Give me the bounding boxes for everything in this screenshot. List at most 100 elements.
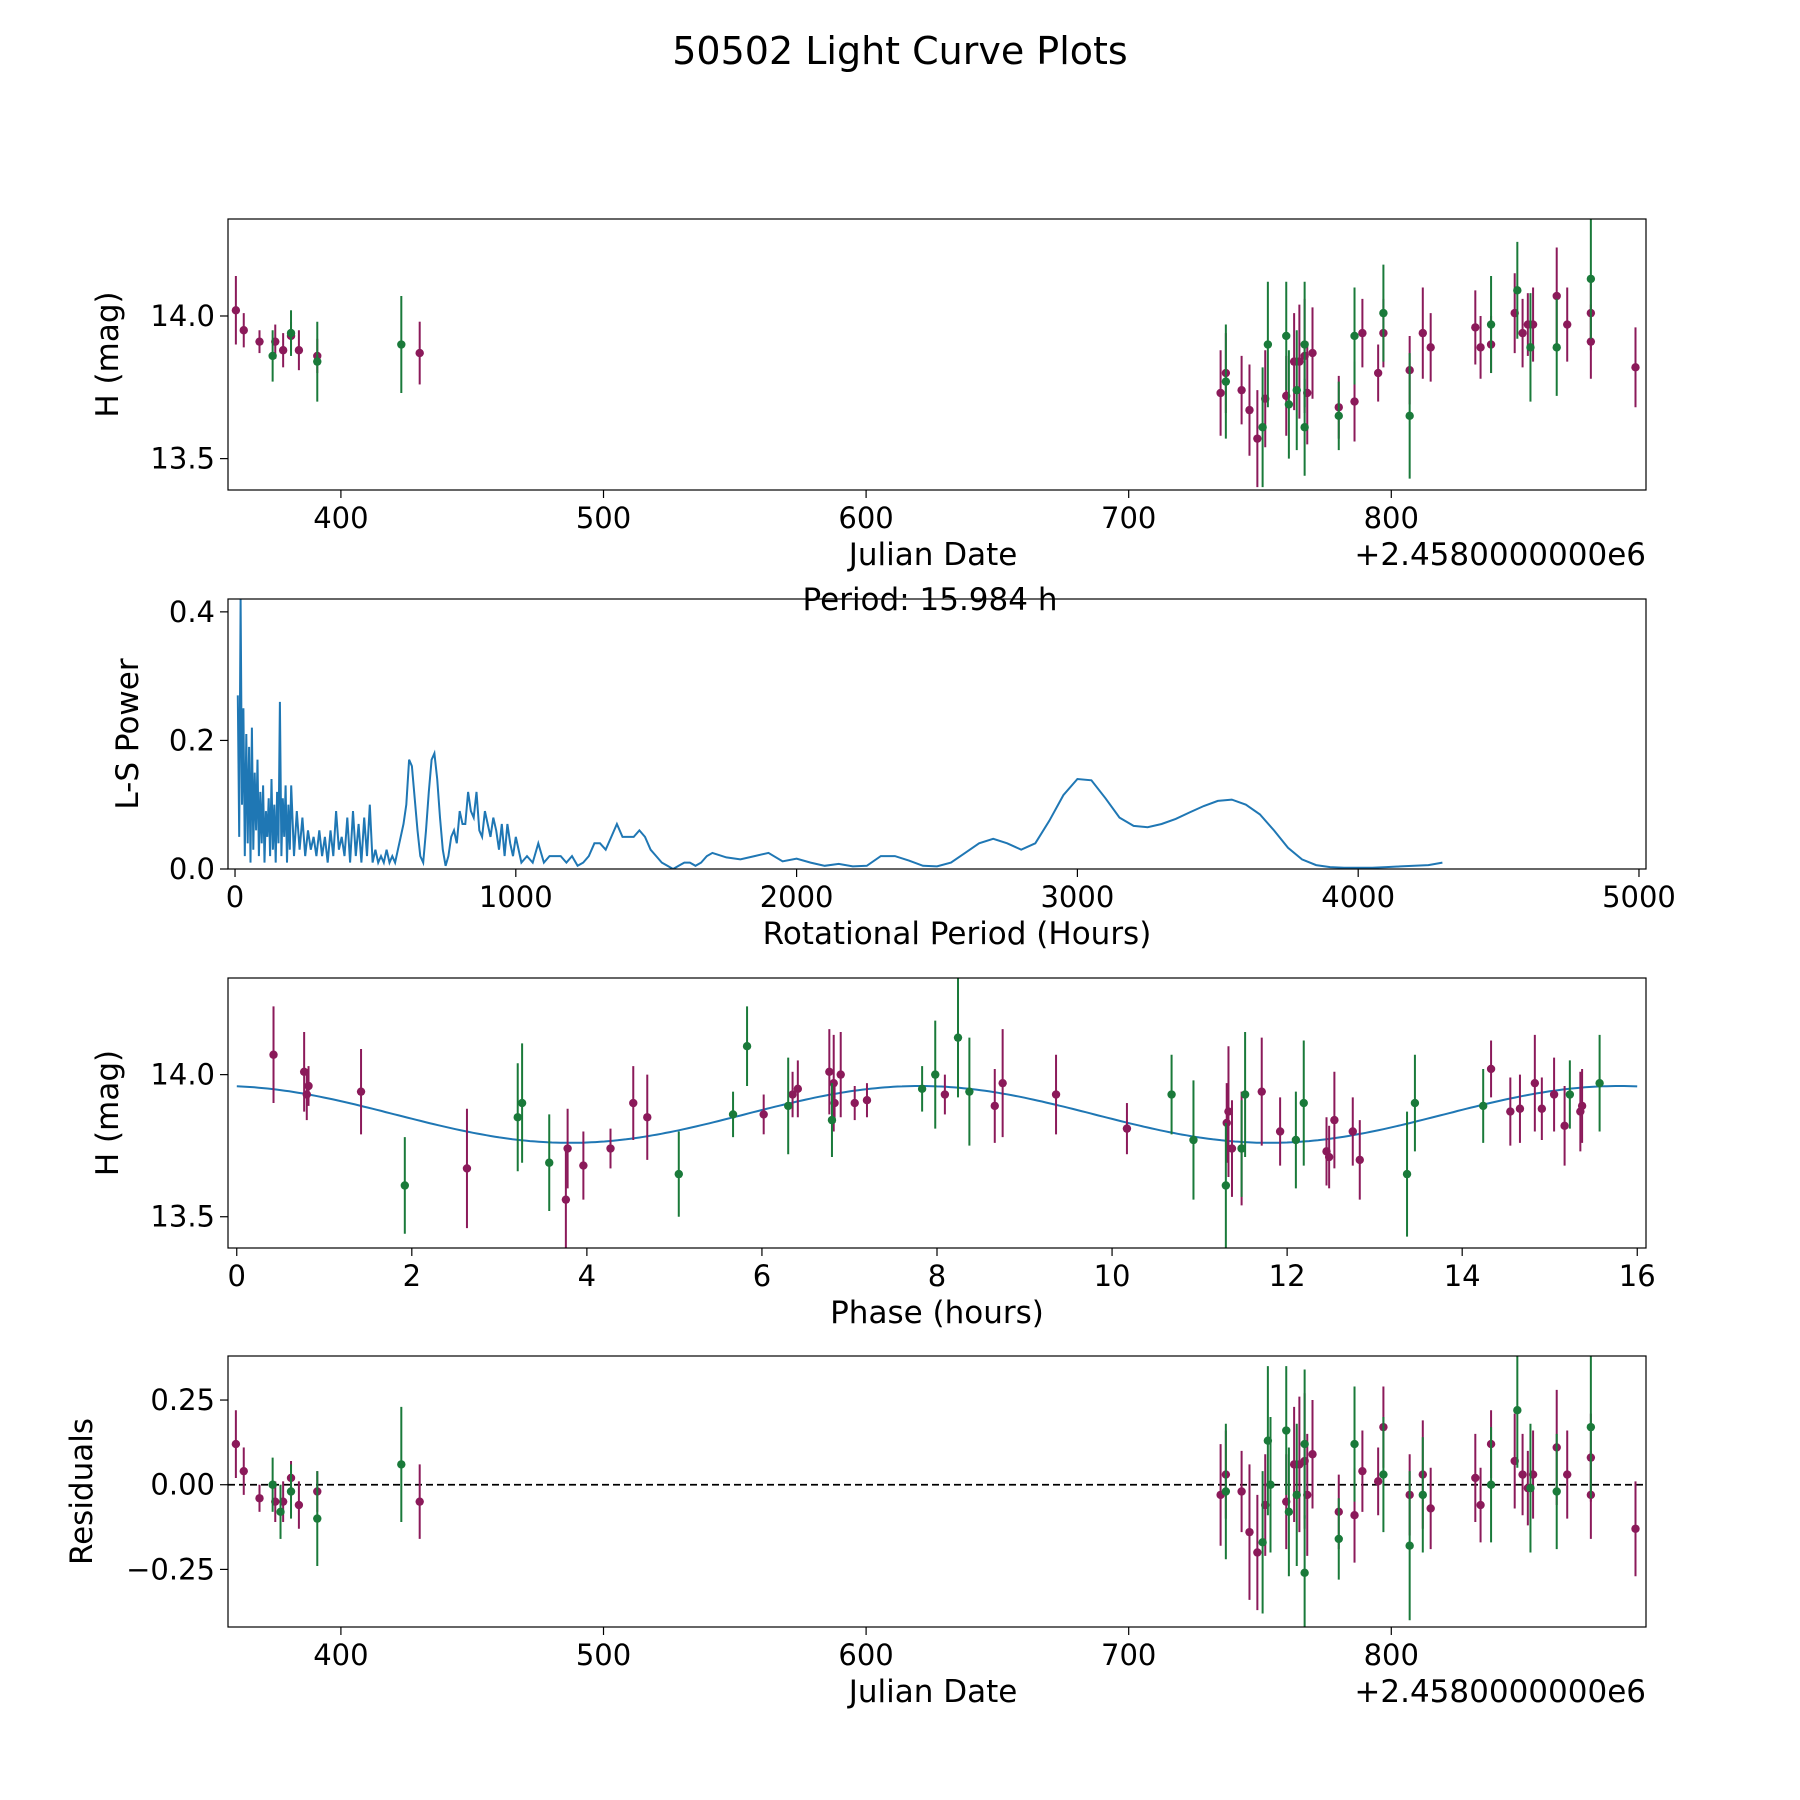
lightcurve-point	[1263, 340, 1273, 349]
residuals-plot-area	[228, 1356, 1646, 1627]
phased-point	[965, 1087, 974, 1096]
phased-point	[1330, 1115, 1339, 1125]
phased-point	[629, 1098, 638, 1108]
lightcurve-point	[1526, 343, 1535, 352]
phased-xtick-label: 6	[753, 1259, 771, 1293]
phased-point	[793, 1084, 803, 1094]
residuals-point	[1258, 1538, 1267, 1547]
phased-point	[1237, 1144, 1246, 1153]
phased-point	[513, 1113, 522, 1122]
lightcurve-xtick-label: 500	[576, 501, 631, 535]
residuals-point	[1308, 1450, 1317, 1459]
lightcurve-point	[1300, 340, 1309, 349]
phased-ylabel: H (mag)	[90, 1050, 126, 1176]
lightcurve-panel: 400 500 600 700 800 13.5 14.0 Julian Date H (mag…	[90, 218, 1647, 573]
lightcurve-point	[1237, 385, 1246, 395]
lightcurve-series-green	[268, 219, 1596, 488]
phased-point	[462, 1164, 472, 1173]
phased-point	[1224, 1107, 1233, 1116]
residuals-point	[1334, 1534, 1343, 1544]
phased-point	[1565, 1090, 1575, 1099]
periodogram-xtick-label: 1000	[479, 880, 553, 914]
phased-point	[1560, 1121, 1569, 1130]
lightcurve-point	[231, 306, 241, 315]
residuals-xtick-label: 600	[838, 1638, 893, 1672]
residuals-point	[1221, 1487, 1231, 1496]
phased-xtick-label: 4	[578, 1259, 596, 1293]
phased-point	[742, 1042, 752, 1051]
phased-point	[606, 1144, 615, 1153]
residuals-point	[231, 1439, 241, 1449]
phased-point	[998, 1078, 1007, 1088]
lightcurve-point	[255, 337, 264, 346]
phased-point	[1486, 1064, 1496, 1074]
phased-point	[759, 1110, 768, 1119]
lightcurve-xtick-label: 700	[1101, 501, 1156, 535]
phased-point	[825, 1067, 834, 1076]
residuals-point	[1350, 1439, 1359, 1449]
lightcurve-point	[1258, 423, 1267, 432]
residuals-point	[255, 1494, 264, 1503]
phased-point	[850, 1098, 859, 1108]
phased-point	[1355, 1155, 1364, 1165]
phased-point	[545, 1158, 554, 1167]
periodogram-plot-area	[236, 599, 1443, 869]
lightcurve-marks	[231, 219, 1640, 488]
residuals-point	[1245, 1527, 1254, 1537]
lightcurve-point	[294, 346, 304, 355]
residuals-point	[1552, 1487, 1561, 1496]
lightcurve-xlabel: Julian Date	[847, 537, 1018, 573]
lightcurve-point	[397, 340, 406, 349]
periodogram-axes-frame	[227, 598, 1647, 870]
periodogram-line	[236, 599, 1443, 869]
phased-xtick-label: 14	[1444, 1259, 1481, 1293]
residuals-point	[1373, 1477, 1383, 1486]
lightcurve-point	[239, 326, 248, 335]
lightcurve-point	[1282, 331, 1291, 341]
residuals-point	[1513, 1406, 1522, 1415]
phased-point	[1506, 1107, 1515, 1116]
residuals-point	[1358, 1466, 1367, 1476]
residuals-point	[1486, 1480, 1496, 1489]
residuals-point	[1266, 1480, 1275, 1489]
phased-point	[862, 1096, 872, 1105]
residuals-point	[239, 1466, 248, 1476]
phased-point	[953, 1033, 963, 1042]
residuals-point	[1405, 1541, 1414, 1550]
lightcurve-point	[1284, 400, 1294, 409]
residuals-offset-label: +2.4580000000e6	[1354, 1674, 1646, 1710]
phased-panel: 0 2 4 6 8 10 12 14 16 13.5 14.0 Phase (hours) H (mag…	[90, 977, 1656, 1331]
residuals-point	[313, 1514, 322, 1523]
lightcurve-point	[1513, 286, 1522, 295]
phased-point	[302, 1090, 311, 1099]
periodogram-xtick-label: 2000	[760, 880, 834, 914]
periodogram-marks	[236, 599, 1443, 869]
phased-point	[788, 1090, 797, 1099]
lightcurve-point	[1221, 377, 1231, 386]
residuals-ytick-label: −0.25	[126, 1552, 215, 1586]
phased-point	[1402, 1169, 1412, 1179]
lightcurve-point	[1358, 328, 1367, 338]
phased-xtick-label: 0	[228, 1259, 246, 1293]
residuals-point	[1284, 1507, 1294, 1517]
lightcurve-point	[1379, 308, 1388, 318]
phased-point	[1299, 1098, 1308, 1108]
phased-point	[1324, 1152, 1334, 1162]
lightcurve-xtick-label: 400	[313, 501, 368, 535]
residuals-point	[1292, 1490, 1301, 1500]
lightcurve-ytick-label: 14.0	[150, 299, 215, 333]
residuals-axes-frame	[227, 1355, 1647, 1628]
lightcurve-point	[1253, 434, 1262, 443]
lightcurve-point	[1350, 331, 1359, 341]
phased-plot-area	[236, 978, 1638, 1248]
lightcurve-point	[415, 348, 424, 358]
phased-point	[827, 1115, 837, 1125]
phased-point	[1221, 1181, 1231, 1190]
lightcurve-axes-frame	[227, 218, 1647, 491]
phased-point	[1122, 1124, 1132, 1133]
phased-point	[940, 1090, 950, 1099]
residuals-point	[1518, 1470, 1527, 1479]
lightcurve-point	[1476, 343, 1485, 352]
residuals-point	[1526, 1483, 1535, 1493]
